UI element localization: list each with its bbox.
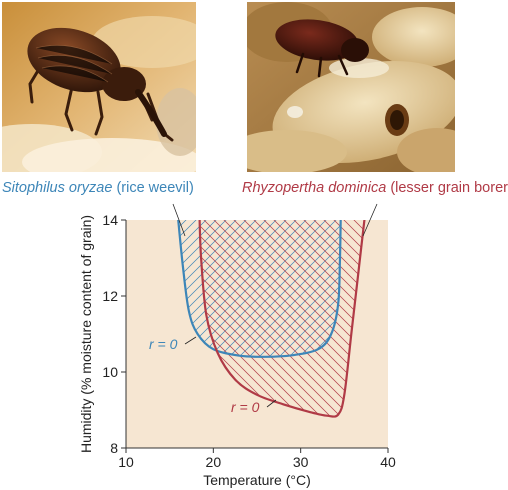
grain-borer-region	[199, 220, 365, 417]
rice-weevil-curve	[177, 220, 342, 358]
caption-grain-borer: Rhyzopertha dominica (lesser grain borer…	[242, 180, 508, 196]
y-axis-label: Humidity (% moisture content of grain)	[78, 215, 94, 453]
caption-leader-left	[172, 203, 186, 237]
y-tick-label: 10	[102, 364, 118, 380]
grain-borer-curve	[198, 220, 366, 418]
y-tick-label: 12	[102, 288, 118, 304]
grain-borer-photo	[247, 2, 455, 172]
x-tick-label: 30	[293, 454, 309, 470]
y-tick-label: 14	[102, 212, 118, 228]
r0-label-rice-weevil: r = 0	[149, 336, 178, 352]
common-name: (rice weevil)	[116, 180, 194, 196]
caption-leader-right	[362, 203, 378, 237]
y-tick-label: 8	[110, 440, 118, 456]
species-name: Sitophilus oryzae	[2, 180, 113, 196]
r0-leader-red	[266, 399, 277, 408]
x-tick-label: 40	[380, 454, 396, 470]
common-name: (lesser grain borer)	[390, 180, 508, 196]
rice-weevil-photo	[2, 2, 196, 172]
r0-leader-blue	[184, 336, 197, 345]
r0-label-grain-borer: r = 0	[231, 399, 260, 415]
x-tick-label: 20	[206, 454, 222, 470]
caption-rice-weevil: Sitophilus oryzae (rice weevil)	[2, 180, 194, 196]
x-axis-label: Temperature (°C)	[203, 472, 311, 488]
x-tick-label: 10	[118, 454, 134, 470]
species-name: Rhyzopertha dominica	[242, 180, 387, 196]
